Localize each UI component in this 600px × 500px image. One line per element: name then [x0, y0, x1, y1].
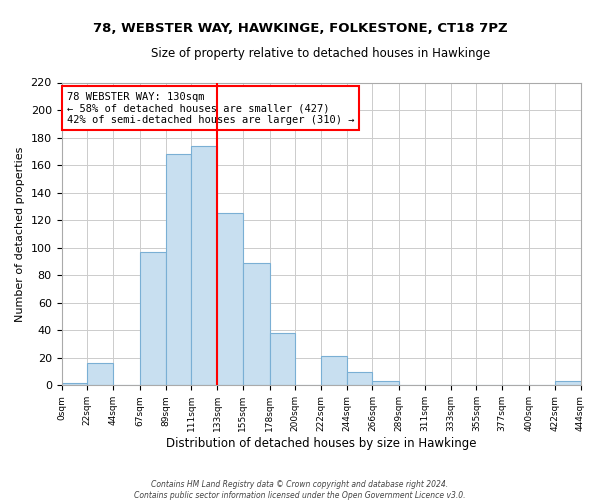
Bar [217, 214, 243, 386]
Bar [140, 252, 166, 386]
Bar [555, 381, 581, 386]
Bar [347, 372, 373, 386]
Bar [166, 154, 191, 386]
Bar [373, 381, 400, 386]
Bar [269, 333, 295, 386]
Bar [321, 356, 347, 386]
Bar [62, 382, 87, 386]
Bar [87, 364, 113, 386]
Y-axis label: Number of detached properties: Number of detached properties [15, 146, 25, 322]
Text: Contains HM Land Registry data © Crown copyright and database right 2024.
Contai: Contains HM Land Registry data © Crown c… [134, 480, 466, 500]
Bar [243, 263, 269, 386]
X-axis label: Distribution of detached houses by size in Hawkinge: Distribution of detached houses by size … [166, 437, 476, 450]
Bar [191, 146, 217, 386]
Text: 78 WEBSTER WAY: 130sqm
← 58% of detached houses are smaller (427)
42% of semi-de: 78 WEBSTER WAY: 130sqm ← 58% of detached… [67, 92, 354, 125]
Text: 78, WEBSTER WAY, HAWKINGE, FOLKESTONE, CT18 7PZ: 78, WEBSTER WAY, HAWKINGE, FOLKESTONE, C… [92, 22, 508, 36]
Title: Size of property relative to detached houses in Hawkinge: Size of property relative to detached ho… [151, 48, 491, 60]
